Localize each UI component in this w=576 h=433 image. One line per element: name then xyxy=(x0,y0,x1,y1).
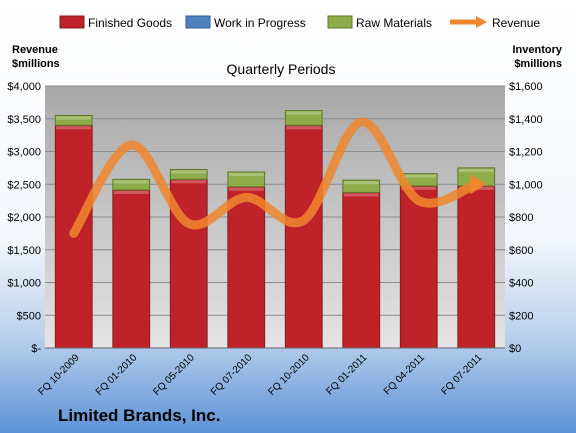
y-tick-left: $500 xyxy=(17,310,41,322)
revenue-line-arrowhead xyxy=(470,174,487,195)
bar-highlight xyxy=(286,126,322,130)
bar-finished-goods xyxy=(112,189,151,349)
bar-series xyxy=(54,110,496,349)
y-axis-left-title: Revenue $millions xyxy=(12,44,60,70)
bar-finished-goods xyxy=(284,124,323,349)
y-tick-right: $400 xyxy=(509,278,533,290)
bar-raw-materials xyxy=(342,179,381,193)
y-tick-left: $- xyxy=(31,343,41,355)
chart-title: Quarterly Periods xyxy=(227,61,336,77)
legend-item-finished-goods: Finished Goods xyxy=(59,15,172,30)
legend-label-finished-goods: Finished Goods xyxy=(88,16,172,30)
y-tick-right: $1,400 xyxy=(509,114,543,126)
company-name: Limited Brands, Inc. xyxy=(58,406,220,425)
bar-highlight xyxy=(56,126,92,130)
bar-highlight xyxy=(228,187,264,191)
bar-finished-goods xyxy=(399,185,438,349)
y-tick-right: $600 xyxy=(509,245,533,257)
y-tick-right: $0 xyxy=(509,343,521,355)
bar-highlight xyxy=(228,172,264,176)
legend: Finished Goods Work in Progress Raw Mate… xyxy=(59,15,540,30)
bar-finished-goods xyxy=(342,191,381,349)
y-axis-right-title: Inventory $millions xyxy=(512,44,562,70)
bar-finished-goods xyxy=(227,186,266,349)
y-tick-right: $1,600 xyxy=(509,81,543,93)
bar-highlight xyxy=(286,111,322,115)
y-tick-left: $4,000 xyxy=(7,81,41,93)
bar-highlight xyxy=(56,116,92,120)
legend-swatch-finished-goods xyxy=(59,15,85,29)
legend-swatch-work-in-progress xyxy=(185,15,211,29)
bar-highlight xyxy=(171,170,207,174)
legend-item-revenue: Revenue xyxy=(450,16,540,30)
legend-label-work-in-progress: Work in Progress xyxy=(214,16,306,30)
bar-highlight xyxy=(401,174,437,178)
y-tick-left: $1,000 xyxy=(7,278,41,290)
y-tick-left: $3,000 xyxy=(7,147,41,159)
y-tick-right: $200 xyxy=(509,310,533,322)
legend-label-raw-materials: Raw Materials xyxy=(356,16,432,30)
revenue-line-path xyxy=(69,117,481,238)
legend-swatch-raw-materials xyxy=(327,15,353,29)
legend-item-raw-materials: Raw Materials xyxy=(327,15,432,30)
bar-raw-materials xyxy=(227,171,266,188)
bar-highlight xyxy=(401,186,437,190)
bar-raw-materials xyxy=(112,178,151,191)
bar-raw-materials xyxy=(284,110,323,126)
bar-highlight xyxy=(113,190,149,194)
bar-finished-goods xyxy=(457,185,496,349)
revenue-line xyxy=(69,117,487,238)
bar-raw-materials xyxy=(169,169,208,180)
y-tick-right: $800 xyxy=(509,212,533,224)
legend-arrow-revenue xyxy=(476,16,487,28)
bar-highlight xyxy=(343,181,379,185)
y-tick-left: $3,500 xyxy=(7,114,41,126)
y-tick-right: $1,200 xyxy=(509,147,543,159)
y-tick-left: $2,000 xyxy=(7,212,41,224)
bar-raw-materials xyxy=(54,114,93,126)
bar-highlight xyxy=(113,180,149,184)
bar-highlight xyxy=(343,193,379,197)
bar-highlight xyxy=(171,180,207,184)
y-tick-left: $2,500 xyxy=(7,179,41,191)
legend-label-revenue: Revenue xyxy=(492,16,540,30)
y-tick-right: $1,000 xyxy=(509,179,543,191)
y-tick-left: $1,500 xyxy=(7,245,41,257)
bar-highlight xyxy=(458,168,494,172)
legend-item-work-in-progress: Work in Progress xyxy=(185,15,306,30)
